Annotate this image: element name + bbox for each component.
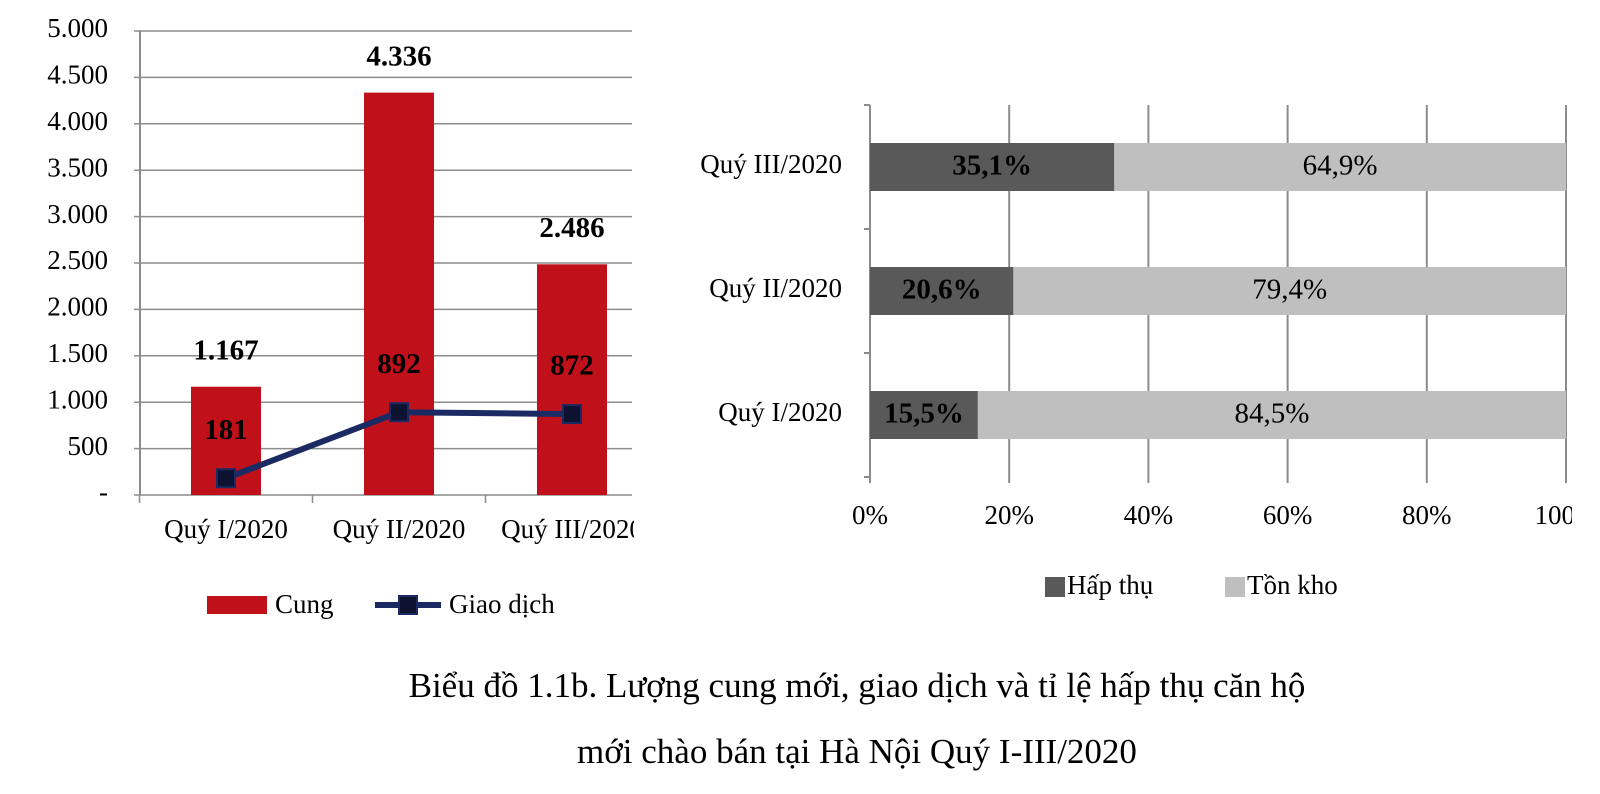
bar-segment [1013,267,1566,315]
legend-label: Cung [275,589,334,619]
caption-line: Biểu đồ 1.1b. Lượng cung mới, giao dịch … [409,666,1306,705]
y-tick-label: 500 [68,431,109,461]
x-tick-label: 20% [984,500,1034,530]
legend-swatch [398,595,418,615]
y-tick-label: - [99,477,108,507]
y-tick-label: 1.500 [47,338,108,368]
y-tick-label: 5.000 [47,13,108,43]
bar [537,264,607,495]
x-tick-label: 60% [1263,500,1313,530]
x-tick-label: Quý II/2020 [333,514,466,544]
bar [364,92,434,495]
bar-segment [977,391,1566,439]
x-tick-label: 0% [852,500,888,530]
legend-label: Hấp thụ [1067,570,1154,600]
legend-label: Tồn kho [1247,570,1338,600]
segment-value-label: 84,5% [1234,398,1309,430]
bar-value-label: 4.336 [366,40,431,72]
bar-value-label: 1.167 [193,334,258,366]
bar-value-label: 2.486 [539,212,604,244]
line-marker [562,404,582,425]
segment-value-label: 35,1% [952,150,1032,182]
segment-value-label: 64,9% [1303,150,1378,182]
segment-value-label: 15,5% [884,398,964,430]
line-value-label: 872 [550,350,594,382]
legend-swatch [1045,577,1065,597]
line-marker [389,402,409,423]
legend-swatch [207,596,267,614]
y-tick-label: 3.000 [47,199,108,229]
caption-line: mới chào bán tại Hà Nội Quý I-III/2020 [577,732,1137,771]
segment-value-label: 20,6% [902,274,982,306]
x-tick-label: 100% [1535,500,1598,530]
bar-segment [870,143,1115,191]
y-tick-label: Quý I/2020 [718,397,842,427]
x-tick-label: Quý III/2020 [501,514,643,544]
legend-label: Giao dịch [449,589,555,619]
line-value-label: 181 [204,414,248,446]
bar-segment [870,391,978,439]
bar-segment [870,267,1014,315]
y-tick-label: 3.500 [47,152,108,182]
y-tick-label: 4.500 [47,60,108,90]
line-value-label: 892 [377,348,421,380]
y-tick-label: Quý II/2020 [709,273,842,303]
x-tick-label: Quý I/2020 [164,514,288,544]
x-tick-label: 40% [1124,500,1174,530]
y-tick-label: Quý III/2020 [700,149,842,179]
combo-chart: - 500 1.000 1.500 2.000 2.500 3.000 3.500 4.000 4… [47,13,643,619]
x-tick-label: 80% [1402,500,1452,530]
y-tick-label: 2.000 [47,292,108,322]
y-tick-label: 2.500 [47,245,108,275]
bar-segment [1114,143,1566,191]
legend-swatch [1225,577,1245,597]
y-tick-label: 4.000 [47,106,108,136]
stacked-bar-chart: 0% 20% 40% 60% 80% 100% Quý I/2020 15,5% 84,5% Qu… [700,104,1598,600]
line-marker [216,468,236,489]
segment-value-label: 79,4% [1252,274,1327,306]
y-tick-label: 1.000 [47,384,108,414]
